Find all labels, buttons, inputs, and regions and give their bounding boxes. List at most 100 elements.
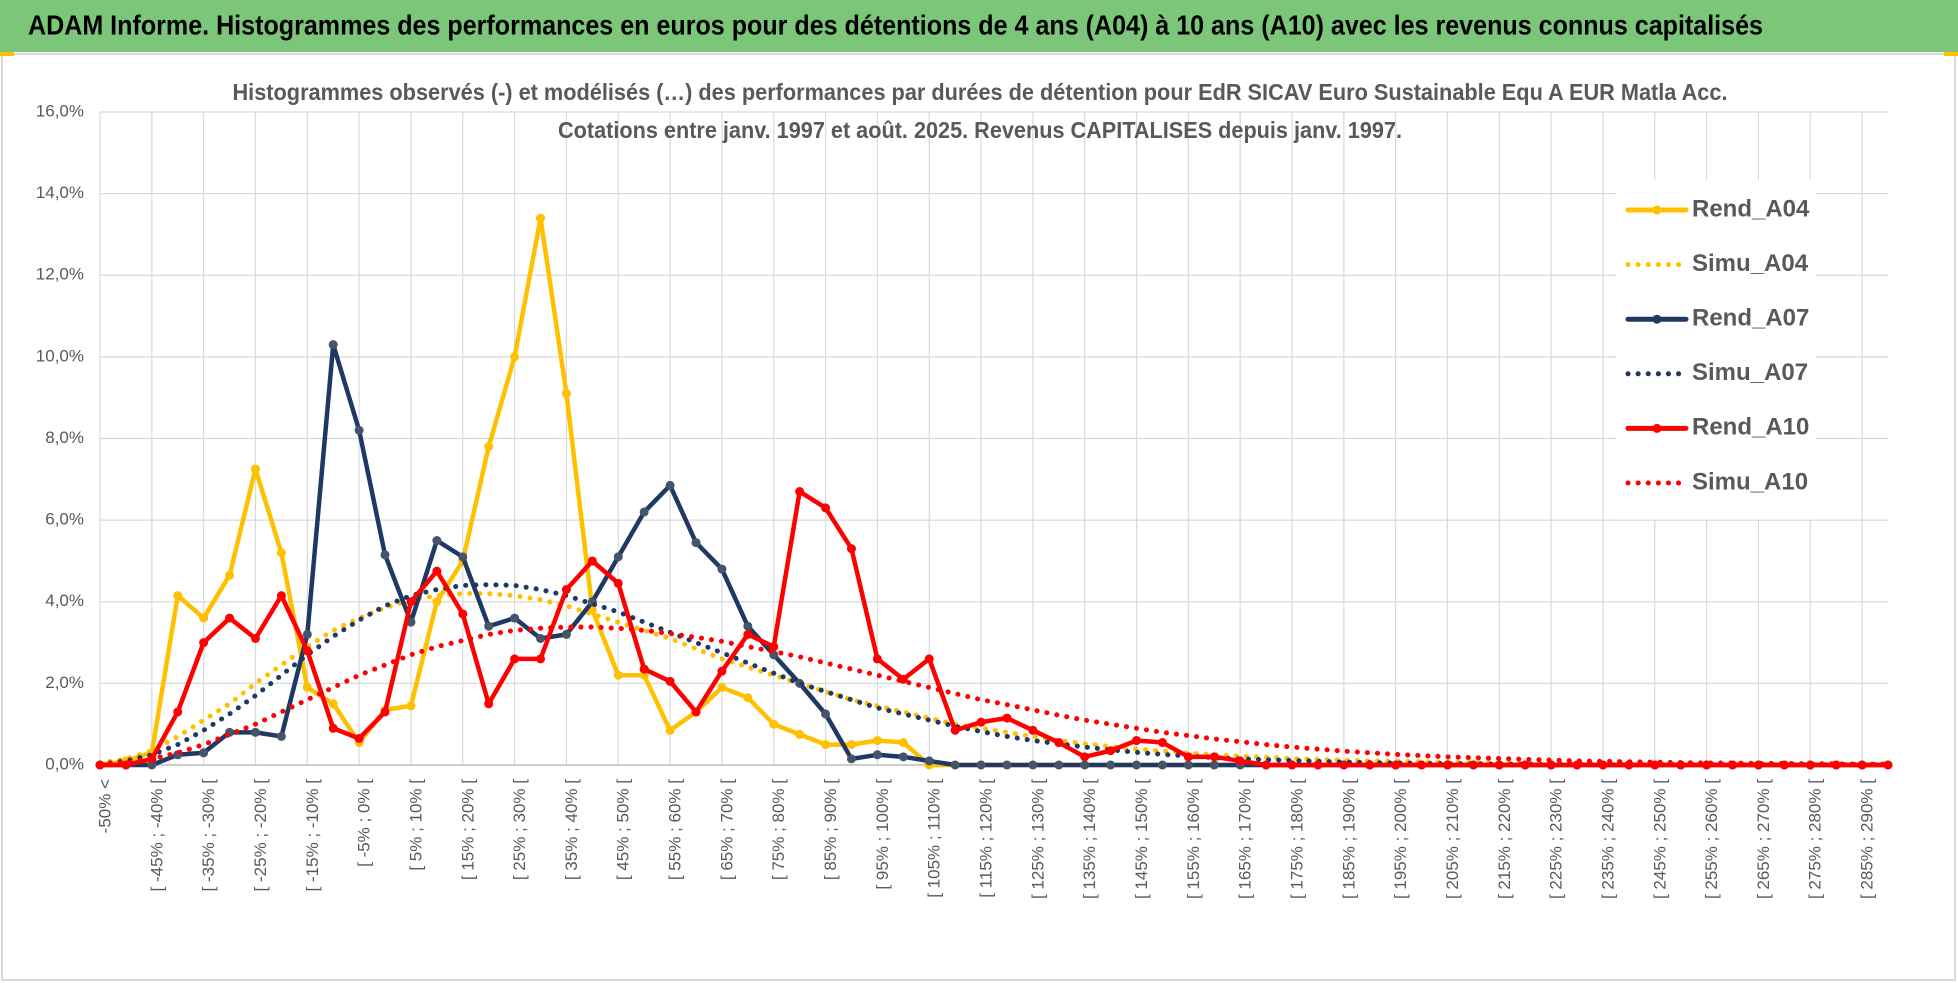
series-marker <box>821 503 831 513</box>
series-marker <box>1313 760 1323 770</box>
series-marker <box>561 585 571 595</box>
x-tick-label: [ -35% ; -30% [ <box>199 779 218 892</box>
series-marker <box>717 564 727 574</box>
series-marker <box>1235 756 1245 766</box>
series-marker <box>199 638 209 648</box>
x-tick-label: [ 115% ; 120% [ <box>977 779 996 898</box>
x-tick-label: [ -5% ; 0% [ <box>355 779 374 867</box>
series-marker <box>536 654 546 664</box>
series-marker <box>872 750 882 760</box>
series-marker <box>250 464 260 474</box>
y-tick-label: 10,0% <box>36 346 84 365</box>
series-marker <box>872 654 882 664</box>
series-marker <box>510 352 520 362</box>
series-marker <box>225 613 235 623</box>
series-marker <box>691 707 701 717</box>
series-marker <box>1442 760 1452 770</box>
series-marker <box>510 613 520 623</box>
series-marker <box>432 597 442 607</box>
series-marker <box>173 591 183 601</box>
series-marker <box>976 760 986 770</box>
corner <box>1944 52 1958 56</box>
series-marker <box>1365 760 1375 770</box>
plot: -50% < [ -45% ; -40% [[ -35% ; -30% [[ -2… <box>36 101 1893 899</box>
series-marker <box>795 729 805 739</box>
x-tick-label: [ 275% ; 280% [ <box>1806 779 1825 899</box>
series-marker <box>613 552 623 562</box>
series-marker <box>328 723 338 733</box>
series-marker <box>250 727 260 737</box>
series-marker <box>1468 760 1478 770</box>
x-tick-label: [ 25% ; 30% [ <box>510 779 529 880</box>
x-tick-label: [ 195% ; 200% [ <box>1391 779 1410 899</box>
x-tick-label: [ 165% ; 170% [ <box>1236 779 1255 899</box>
y-tick-label: 0,0% <box>45 754 84 773</box>
x-tick-label: [ 105% ; 110% [ <box>925 779 944 898</box>
series-marker <box>458 609 468 619</box>
legend-label: Rend_A04 <box>1692 195 1810 222</box>
legend-marker <box>1652 314 1662 324</box>
series-marker <box>354 425 364 435</box>
series-marker <box>743 629 753 639</box>
legend-label: Rend_A07 <box>1692 305 1809 332</box>
series-marker <box>1002 713 1012 723</box>
series-marker <box>1106 760 1116 770</box>
series-marker <box>846 544 856 554</box>
x-tick-label: [ 55% ; 60% [ <box>666 779 685 880</box>
series-marker <box>432 566 442 576</box>
series-marker <box>1520 760 1530 770</box>
series-marker <box>1132 760 1142 770</box>
series-marker <box>1494 760 1504 770</box>
series-line <box>97 489 1891 768</box>
x-tick-label: [ 255% ; 260% [ <box>1702 779 1721 899</box>
series-marker <box>846 754 856 764</box>
legend-marker <box>1652 423 1662 433</box>
x-tick-label: [ -45% ; -40% [ <box>147 779 166 892</box>
series-marker <box>536 633 546 643</box>
legend-label: Rend_A10 <box>1692 414 1809 441</box>
series-marker <box>1209 760 1219 770</box>
series-marker <box>924 654 934 664</box>
series-marker <box>1546 760 1556 770</box>
series-marker <box>328 340 338 350</box>
x-tick-label: [ 175% ; 180% [ <box>1287 779 1306 899</box>
series-marker <box>380 707 390 717</box>
series-marker <box>976 717 986 727</box>
x-tick-label: [ 215% ; 220% [ <box>1495 779 1514 899</box>
y-tick-label: 16,0% <box>36 101 84 120</box>
legend-marker <box>1652 205 1662 215</box>
legend-label: Simu_A10 <box>1692 468 1808 495</box>
series-marker <box>743 693 753 703</box>
series-marker <box>665 725 675 735</box>
series-marker <box>276 548 286 558</box>
chart-title: Histogrammes observés (-) et modélisés (… <box>233 79 1728 105</box>
series-marker <box>406 701 416 711</box>
x-tick-label: [ 145% ; 150% [ <box>1132 779 1151 899</box>
legend-label: Simu_A07 <box>1692 359 1808 386</box>
series-marker <box>924 756 934 766</box>
series-marker <box>302 682 312 692</box>
series-marker <box>510 654 520 664</box>
series-marker <box>1054 760 1064 770</box>
series-marker <box>743 621 753 631</box>
series-marker <box>484 621 494 631</box>
series-marker <box>613 670 623 680</box>
series-marker <box>1391 760 1401 770</box>
series-marker <box>639 664 649 674</box>
y-tick-label: 4,0% <box>45 591 84 610</box>
series-marker <box>432 536 442 546</box>
series-marker <box>587 556 597 566</box>
x-tick-label: [ 245% ; 250% [ <box>1650 779 1669 899</box>
series-marker <box>898 752 908 762</box>
series-marker <box>1339 760 1349 770</box>
y-tick-label: 8,0% <box>45 428 84 447</box>
series-marker <box>950 725 960 735</box>
series-marker <box>1028 725 1038 735</box>
series-marker <box>821 740 831 750</box>
series-marker <box>1209 752 1219 762</box>
series-marker <box>1183 752 1193 762</box>
series-marker <box>354 733 364 743</box>
series-marker <box>484 442 494 452</box>
series-marker <box>846 740 856 750</box>
